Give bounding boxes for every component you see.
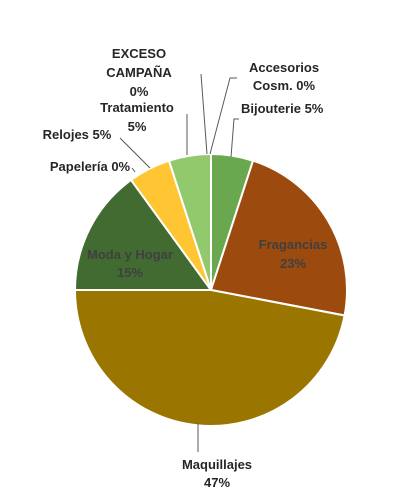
label-maquillajes-pct: 47% xyxy=(204,475,230,490)
label-tratamiento-name: Tratamiento xyxy=(100,100,174,115)
label-relojes: Relojes 5% xyxy=(43,127,112,142)
label-maquillajes-name: Maquillajes xyxy=(182,457,252,472)
leader-lines xyxy=(119,73,239,452)
label-exceso-line2: CAMPAÑA xyxy=(106,65,172,80)
pie-slice-fragancias xyxy=(209,159,348,317)
label-exceso-line1: EXCESO xyxy=(112,46,166,61)
label-papeleria: Papelería 0% xyxy=(50,159,131,174)
pie-slice-moda-y-hogar xyxy=(73,178,213,291)
label-fragancias-pct: 23% xyxy=(280,256,306,271)
leader-line-bijouterie xyxy=(230,118,239,158)
leader-line-relojes xyxy=(119,137,151,169)
leader-line-accesorios xyxy=(209,77,237,155)
pie-labels: Bijouterie 5% Fragancias 23% Maquillajes… xyxy=(43,46,328,490)
label-moda-name: Moda y Hogar xyxy=(87,247,173,262)
label-accesorios-line2: Cosm. 0% xyxy=(253,78,316,93)
leader-line-papeleria xyxy=(131,167,136,173)
pie-slice-maquillajes xyxy=(73,289,346,427)
label-tratamiento-pct: 5% xyxy=(128,119,147,134)
label-bijouterie: Bijouterie 5% xyxy=(241,101,324,116)
pie-slices xyxy=(73,152,348,427)
label-moda-pct: 15% xyxy=(117,265,143,280)
label-fragancias-name: Fragancias xyxy=(259,237,328,252)
label-exceso-pct: 0% xyxy=(130,84,149,99)
pie-slice-tratamiento xyxy=(167,152,212,291)
label-accesorios-line1: Accesorios xyxy=(249,60,319,75)
leader-line-exceso xyxy=(200,73,208,155)
